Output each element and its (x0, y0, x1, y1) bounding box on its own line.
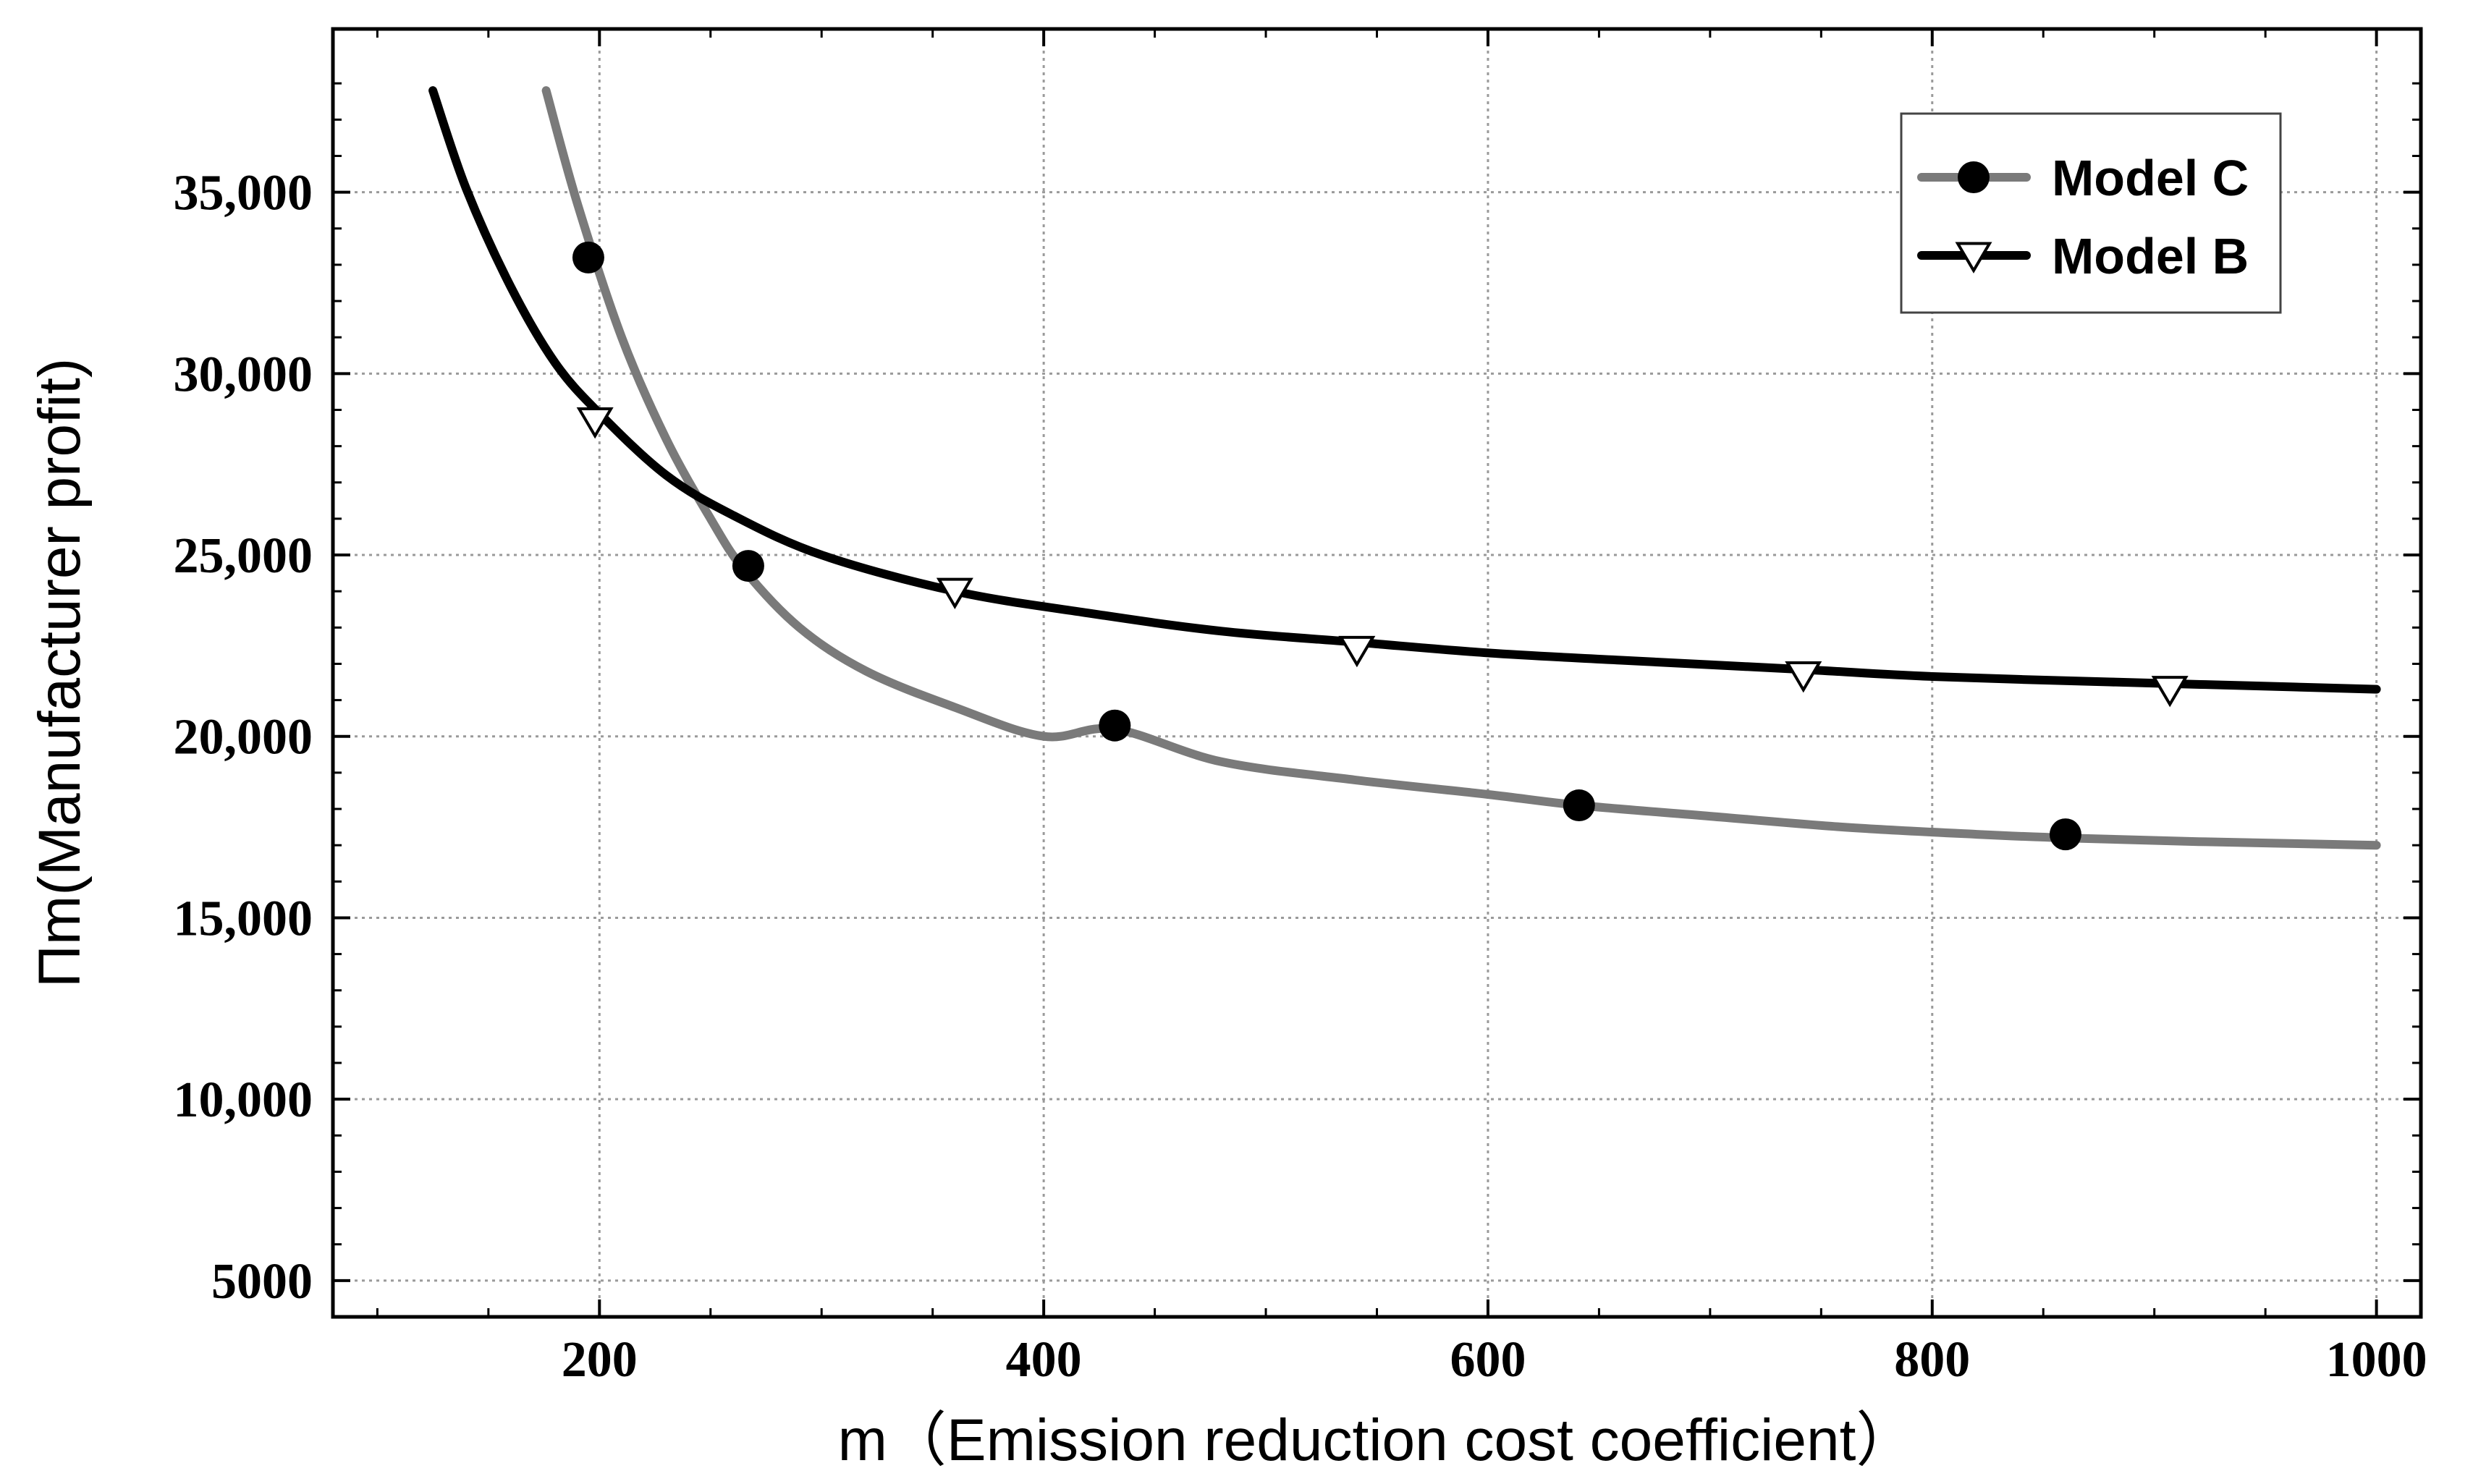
series-markers (572, 241, 2189, 851)
x-tick-labels: 200 400 600 800 1000 (562, 1332, 2427, 1388)
x-tick-label: 1000 (2326, 1332, 2427, 1388)
legend-marker (1955, 242, 1992, 274)
data-point-model-b (1785, 661, 1822, 693)
data-point-model-c (572, 241, 604, 274)
legend: Model C Model B (1900, 112, 2282, 314)
data-point-model-c (1099, 709, 1131, 742)
series-curves (428, 86, 2381, 850)
y-tick-label: 25,000 (174, 528, 313, 584)
y-tick-label: 30,000 (174, 347, 313, 402)
series-line-model-b (428, 86, 2381, 694)
y-tick-label: 35,000 (174, 166, 313, 221)
x-tick-label: 400 (1006, 1332, 1082, 1388)
y-tick-label: 15,000 (174, 891, 313, 946)
legend-label: Model B (2052, 228, 2249, 284)
series-line-model-c (541, 86, 2381, 850)
data-point-model-c (1563, 789, 1595, 822)
legend-box (1900, 112, 2282, 314)
data-point-model-b (936, 577, 973, 610)
legend-marker (1958, 161, 1990, 193)
y-tick-label: 20,000 (174, 710, 313, 766)
legend-label: Model C (2052, 150, 2249, 206)
y-tick-label: 10,000 (174, 1072, 313, 1128)
y-axis-title: Πm(Manufacturer profit) (27, 358, 93, 988)
data-point-model-b (2151, 676, 2189, 708)
x-tick-label: 800 (1894, 1332, 1970, 1388)
data-point-model-b (1338, 635, 1376, 668)
axis-ticks (333, 29, 2421, 1317)
x-axis-title: m（Emission reduction cost coefficient） (838, 1407, 1916, 1473)
y-tick-label: 5000 (211, 1254, 313, 1310)
x-tick-label: 600 (1450, 1332, 1526, 1388)
data-point-model-b (576, 407, 614, 439)
data-point-model-c (732, 550, 764, 582)
x-tick-label: 200 (562, 1332, 638, 1388)
y-tick-labels: 5000 10,000 15,000 20,000 25,000 30,000 35,000 (174, 166, 313, 1310)
data-point-model-c (2049, 818, 2081, 851)
